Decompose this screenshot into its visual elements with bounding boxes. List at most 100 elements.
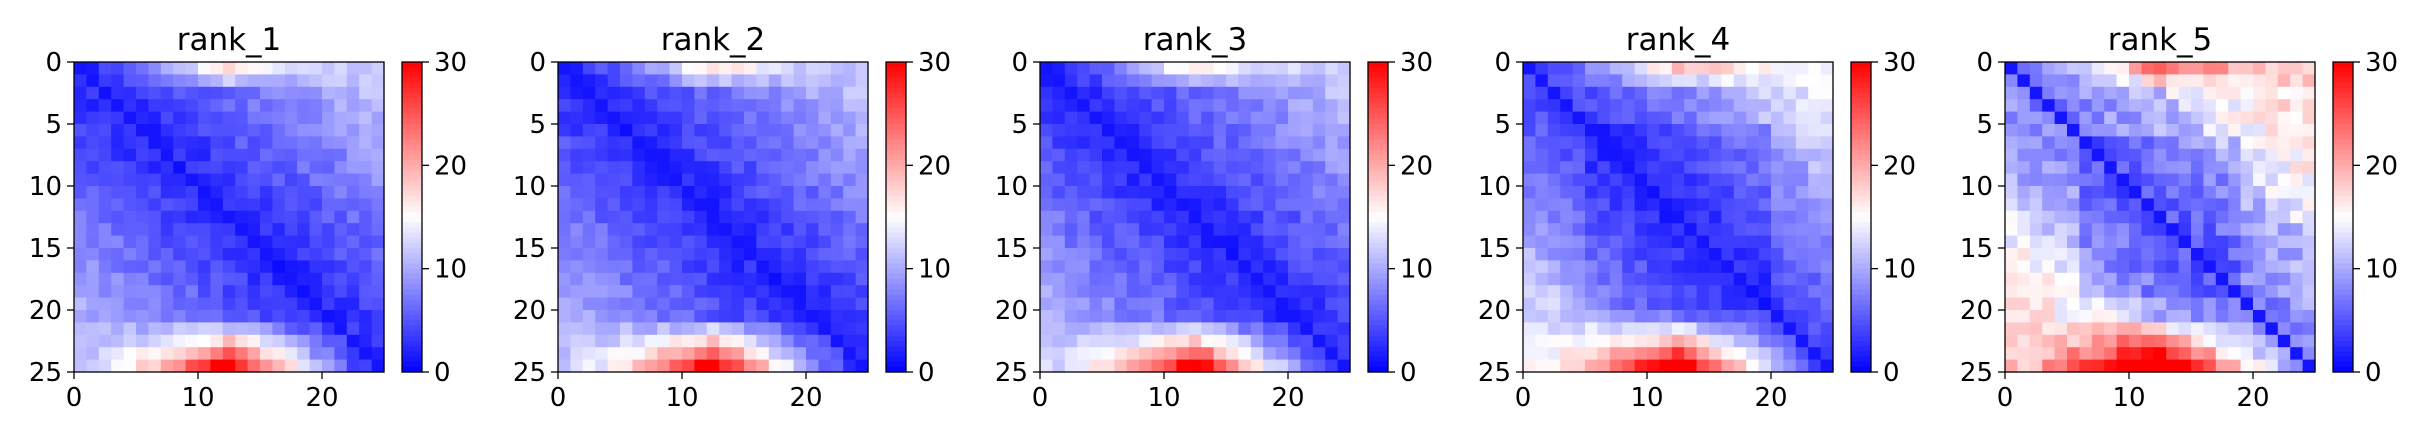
heatmap-cell <box>136 310 149 323</box>
heatmap-cell <box>198 186 211 199</box>
heatmap-cell <box>2253 359 2266 373</box>
heatmap-cell <box>2005 322 2018 336</box>
heatmap-cell <box>222 136 236 150</box>
heatmap-cell <box>2166 297 2180 311</box>
heatmap-cell <box>1064 322 1078 336</box>
heatmap-cell <box>1077 111 1091 125</box>
colorbar-segment <box>402 315 422 321</box>
heatmap-cell <box>1089 310 1103 323</box>
heatmap-cell <box>706 99 720 113</box>
heatmap-cell <box>2029 334 2043 348</box>
heatmap-cell <box>74 173 87 187</box>
heatmap-cell <box>768 347 782 361</box>
heatmap-cell <box>1077 272 1091 286</box>
heatmap-cell <box>1213 223 1227 237</box>
colorbar-segment <box>886 124 906 130</box>
heatmap-cell <box>719 86 733 100</box>
heatmap-cell <box>235 86 249 100</box>
colorbar-segment <box>1851 155 1871 161</box>
heatmap-cell <box>2265 173 2279 187</box>
heatmap-cell <box>1188 310 1202 323</box>
colorbar-segment <box>2333 103 2353 110</box>
heatmap-cell <box>1089 198 1103 212</box>
heatmap-cell <box>1089 334 1103 348</box>
heatmap-cell <box>98 235 112 249</box>
heatmap-cell <box>558 136 571 150</box>
heatmap-cell <box>744 334 757 348</box>
heatmap-cell <box>2129 310 2142 323</box>
heatmap-cell <box>582 124 596 137</box>
heatmap-cell <box>2215 136 2229 150</box>
heatmap-cell <box>1325 334 1339 348</box>
colorbar-segment <box>1368 170 1388 177</box>
plot-frame <box>73 61 385 373</box>
heatmap-cell <box>570 148 584 162</box>
heatmap-cell <box>260 136 273 150</box>
heatmap-cell <box>1684 297 1698 311</box>
heatmap-cell <box>1671 359 1685 373</box>
heatmap-cell <box>2178 260 2192 274</box>
heatmap-cell <box>111 285 125 299</box>
heatmap-cell <box>781 124 795 137</box>
heatmap-cell <box>793 223 807 237</box>
heatmap-cell <box>2265 272 2279 286</box>
heatmap-cell <box>1758 173 1772 187</box>
heatmap-cell <box>1758 74 1772 88</box>
heatmap-cell <box>2191 111 2204 125</box>
heatmap-cell <box>1609 285 1623 299</box>
heatmap-cell <box>1684 334 1698 348</box>
heatmap-cell <box>1535 86 1549 100</box>
heatmap-cell <box>1337 310 1351 323</box>
heatmap-cell <box>2029 136 2043 150</box>
heatmap-cell <box>2215 285 2229 299</box>
heatmap-cell <box>744 148 757 162</box>
heatmap-cell <box>2228 86 2242 100</box>
heatmap-cell <box>284 124 298 137</box>
heatmap-cell <box>582 136 596 150</box>
heatmap-cell <box>74 74 87 88</box>
heatmap-cell <box>185 99 199 113</box>
heatmap-cell <box>1040 347 1053 361</box>
chart-title: rank_5 <box>2108 22 2213 58</box>
heatmap-cell <box>1659 285 1673 299</box>
heatmap-cell <box>136 198 149 212</box>
colorbar-segment <box>1368 191 1388 197</box>
heatmap-cell <box>768 161 782 175</box>
heatmap-cell <box>1052 223 1066 237</box>
heatmap-cell <box>160 74 174 88</box>
heatmap-cell <box>1560 136 1574 150</box>
heatmap-cell <box>1288 86 1301 100</box>
heatmap-cell <box>1771 198 1784 212</box>
colorbar-segment <box>1851 113 1871 120</box>
heatmap-cell <box>98 186 112 199</box>
heatmap-cell <box>2253 347 2266 361</box>
heatmap-cell <box>2005 310 2018 323</box>
heatmap-cell <box>855 272 869 286</box>
heatmap-cell <box>1572 86 1586 100</box>
heatmap-cell <box>1547 86 1561 100</box>
heatmap-cell <box>582 334 596 348</box>
heatmap-cell <box>247 74 261 88</box>
heatmap-cell <box>1164 235 1177 249</box>
heatmap-cell <box>1634 260 1648 274</box>
heatmap-cell <box>706 334 720 348</box>
heatmap-cell <box>1659 136 1673 150</box>
heatmap-cell <box>359 124 373 137</box>
heatmap-cell <box>98 111 112 125</box>
heatmap-cell <box>2067 272 2080 286</box>
heatmap-cell <box>2091 186 2105 199</box>
heatmap-cell <box>2191 186 2204 199</box>
heatmap-cell <box>2079 136 2093 150</box>
heatmap-cell <box>2029 235 2043 249</box>
heatmap-cell <box>719 111 733 125</box>
heatmap-cell <box>1102 186 1115 199</box>
heatmap-cell <box>371 235 385 249</box>
heatmap-cell <box>1201 148 1215 162</box>
heatmap-cell <box>694 310 708 323</box>
colorbar-segment <box>2333 113 2353 120</box>
heatmap-cell <box>297 310 311 323</box>
heatmap-cell <box>1733 148 1747 162</box>
colorbar-segment <box>886 67 906 73</box>
heatmap-cell <box>570 260 584 274</box>
heatmap-cell <box>2017 210 2031 224</box>
